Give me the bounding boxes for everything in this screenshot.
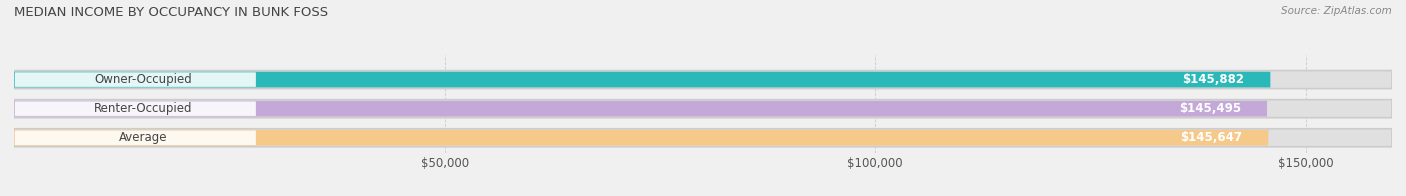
FancyBboxPatch shape bbox=[14, 71, 1392, 89]
FancyBboxPatch shape bbox=[14, 101, 256, 116]
Text: Renter-Occupied: Renter-Occupied bbox=[94, 102, 193, 115]
Text: $145,647: $145,647 bbox=[1181, 131, 1243, 144]
FancyBboxPatch shape bbox=[14, 100, 1392, 118]
Text: $145,882: $145,882 bbox=[1182, 73, 1244, 86]
FancyBboxPatch shape bbox=[14, 131, 256, 145]
Text: Source: ZipAtlas.com: Source: ZipAtlas.com bbox=[1281, 6, 1392, 16]
FancyBboxPatch shape bbox=[14, 72, 1271, 87]
Text: Average: Average bbox=[120, 131, 167, 144]
FancyBboxPatch shape bbox=[14, 72, 256, 87]
FancyBboxPatch shape bbox=[14, 129, 1392, 147]
FancyBboxPatch shape bbox=[14, 130, 1268, 146]
Text: $145,495: $145,495 bbox=[1180, 102, 1241, 115]
FancyBboxPatch shape bbox=[14, 101, 1267, 117]
Text: MEDIAN INCOME BY OCCUPANCY IN BUNK FOSS: MEDIAN INCOME BY OCCUPANCY IN BUNK FOSS bbox=[14, 6, 328, 19]
Text: Owner-Occupied: Owner-Occupied bbox=[94, 73, 193, 86]
